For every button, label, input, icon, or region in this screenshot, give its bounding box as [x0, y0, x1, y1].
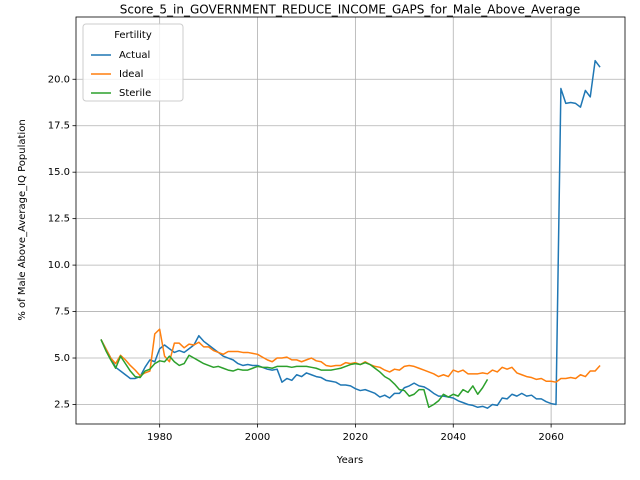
x-tick-label: 2060	[538, 432, 563, 443]
y-tick-label: 5.0	[54, 353, 70, 364]
legend: Fertility Actual Ideal Sterile	[82, 23, 184, 102]
y-axis-label: % of Male Above_Average_IQ Population	[17, 119, 28, 320]
legend-box	[82, 23, 184, 102]
y-tick-label: 10.0	[48, 260, 70, 271]
y-tick-label: 15.0	[48, 167, 70, 178]
x-tick-label: 1980	[147, 432, 172, 443]
series-line	[100, 339, 489, 409]
x-axis-label: Years	[336, 455, 363, 466]
legend-label: Actual	[119, 50, 150, 61]
x-tick-label: 2000	[245, 432, 270, 443]
y-tick-label: 20.0	[48, 74, 70, 85]
y-tick-label: 2.5	[54, 399, 70, 410]
x-tick-label: 2040	[441, 432, 466, 443]
legend-label: Ideal	[119, 69, 143, 80]
series-line	[100, 328, 601, 383]
legend-label: Sterile	[119, 88, 151, 99]
series-line	[100, 59, 601, 409]
y-tick-label: 12.5	[48, 214, 70, 225]
x-tick-label: 2020	[343, 432, 368, 443]
y-tick-label: 7.5	[54, 307, 70, 318]
y-tick-label: 17.5	[48, 121, 70, 132]
plot-frame	[75, 16, 626, 425]
chart-title: Score_5_in_GOVERNMENT_REDUCE_INCOME_GAPS…	[120, 3, 580, 17]
legend-title: Fertility	[114, 30, 152, 41]
